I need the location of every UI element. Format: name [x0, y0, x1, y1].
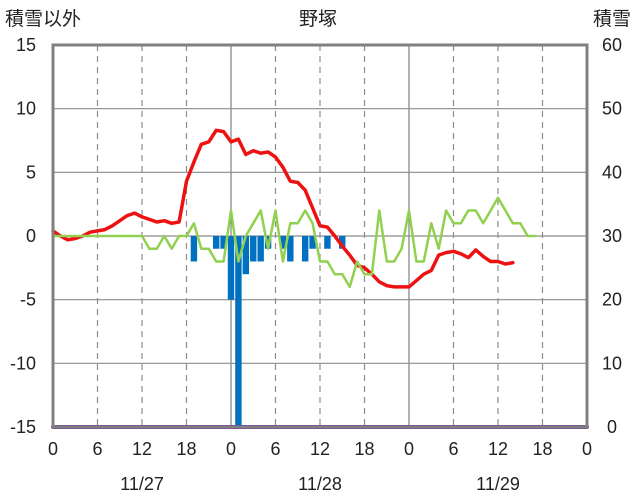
right-tick-label: 20	[602, 290, 622, 310]
x-tick-label: 0	[404, 439, 414, 459]
x-tick-label: 12	[310, 439, 330, 459]
left-tick-label: 0	[26, 226, 36, 246]
left-tick-label: 15	[16, 35, 36, 55]
right-tick-label: 0	[607, 417, 617, 437]
bar	[279, 236, 287, 249]
left-tick-label: -15	[10, 417, 36, 437]
left-tick-label: -10	[10, 353, 36, 373]
x-tick-label: 6	[270, 439, 280, 459]
x-tick-label: 0	[226, 439, 236, 459]
bar	[339, 236, 346, 249]
x-tick-label: 18	[176, 439, 196, 459]
bar	[242, 236, 250, 275]
x-tick-label: 18	[532, 439, 552, 459]
x-tick-label: 0	[48, 439, 58, 459]
bar	[250, 236, 257, 262]
date-labels: 11/27 11/28 11/29	[120, 474, 520, 494]
right-tick-label: 60	[602, 35, 622, 55]
bar	[257, 236, 264, 262]
left-tick-label: -5	[20, 290, 36, 310]
right-tick-label: 30	[602, 226, 622, 246]
bar	[190, 236, 198, 262]
left-tick-labels: -15 -10 -5 0 5 10 15	[10, 35, 36, 437]
bar	[324, 236, 331, 249]
x-tick-label: 6	[448, 439, 458, 459]
bar	[220, 236, 227, 249]
bar	[235, 236, 242, 427]
right-tick-labels: 0 10 20 30 40 50 60	[602, 35, 622, 437]
x-tick-label: 0	[582, 439, 592, 459]
left-tick-label: 10	[16, 99, 36, 119]
x-tick-label: 6	[92, 439, 102, 459]
x-tick-labels: 0 6 12 18 0 6 12 18 0 6 12 18 0	[48, 439, 592, 459]
left-axis-label: 積雪以外	[5, 8, 81, 30]
right-axis-label: 積雪	[593, 8, 631, 30]
series-line	[51, 128, 515, 289]
right-tick-label: 40	[602, 162, 622, 182]
bar	[301, 236, 309, 262]
x-tick-label: 12	[488, 439, 508, 459]
x-tick-label: 18	[354, 439, 374, 459]
left-tick-label: 5	[26, 162, 36, 182]
plot-frame	[51, 43, 589, 429]
bar	[309, 236, 316, 249]
date-label: 11/27	[120, 474, 164, 494]
date-label: 11/29	[476, 474, 520, 494]
right-tick-label: 50	[602, 99, 622, 119]
chart-title: 野塚	[299, 8, 337, 30]
bar-series	[190, 236, 346, 427]
series-line	[51, 196, 537, 289]
right-tick-label: 10	[602, 353, 622, 373]
x-tick-label: 12	[132, 439, 152, 459]
bar	[227, 236, 235, 300]
bar	[287, 236, 294, 262]
bar	[212, 236, 220, 249]
date-label: 11/28	[298, 474, 342, 494]
